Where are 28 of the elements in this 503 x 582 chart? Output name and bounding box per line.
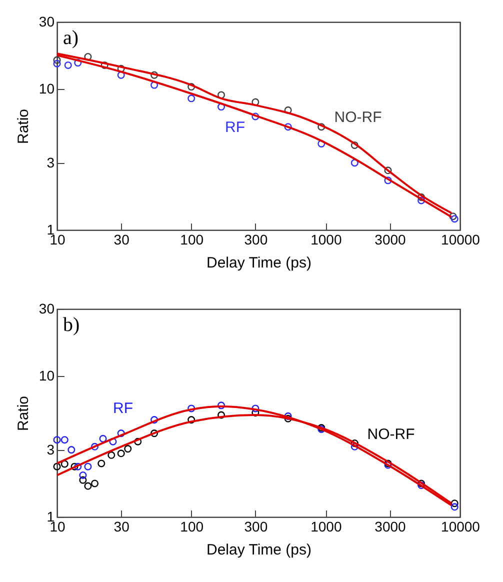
x-tick-label: 10000 [441,518,480,534]
x-tick-label: 1000 [310,518,342,534]
x-tick-label: 100 [180,232,204,248]
series-label: RF [225,119,245,136]
annotation: a) [63,27,79,49]
series-label: NO-RF [367,426,415,443]
y-tick-label: 10 [38,368,55,384]
x-tick-label: 3000 [374,518,406,534]
x-tick-label: 300 [244,518,268,534]
x-axis-title: Delay Time (ps) [206,542,312,558]
x-tick-label: 300 [244,232,268,248]
x-tick-label: 10000 [441,232,480,248]
y-tick-label: 3 [46,154,55,170]
x-tick-label: 100 [180,518,204,534]
y-tick-label: 10 [38,80,55,97]
series-label: RF [113,400,133,417]
y-axis-title: Ratio [14,108,32,144]
y-axis-title: Ratio [14,396,32,432]
x-tick-label: 1000 [310,232,342,248]
x-tick-label: 30 [114,232,130,248]
x-axis-title: Delay Time (ps) [206,254,312,272]
x-tick-label: 3000 [374,232,406,248]
y-tick-label: 3 [46,441,55,458]
y-tick-label: 30 [38,300,55,316]
series-label: NO-RF [334,109,382,126]
y-tick-label: 30 [38,14,55,30]
x-tick-label: 30 [114,518,130,534]
annotation: b) [63,314,80,336]
